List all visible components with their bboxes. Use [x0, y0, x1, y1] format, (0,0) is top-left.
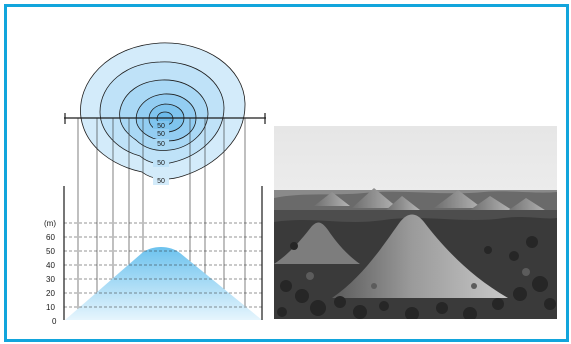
contour-label: 50 [157, 123, 165, 130]
section-line [64, 113, 266, 124]
height-axis-labels: (m) 60 50 40 30 20 10 0 [44, 219, 57, 326]
profile-section [65, 247, 262, 320]
contour-label: 50 [157, 178, 165, 185]
contour-label: 50 [157, 160, 165, 167]
axis-tick-label: 10 [46, 303, 55, 312]
mounds-photo [274, 126, 557, 319]
height-gridlines [64, 222, 262, 308]
axis-tick-label: 20 [46, 289, 55, 298]
axis-tick-label: 30 [46, 275, 55, 284]
axis-tick-label: 0 [52, 317, 57, 326]
axis-unit-label: (m) [44, 219, 56, 228]
contour-label: 50 [157, 141, 165, 148]
contour-labels: 50 50 50 50 50 [153, 121, 169, 185]
axis-tick-label: 40 [46, 261, 55, 270]
axis-tick-label: 50 [46, 247, 55, 256]
contour-label: 50 [157, 131, 165, 138]
axis-tick-label: 60 [46, 233, 55, 242]
mounds-photo-image [274, 126, 557, 319]
